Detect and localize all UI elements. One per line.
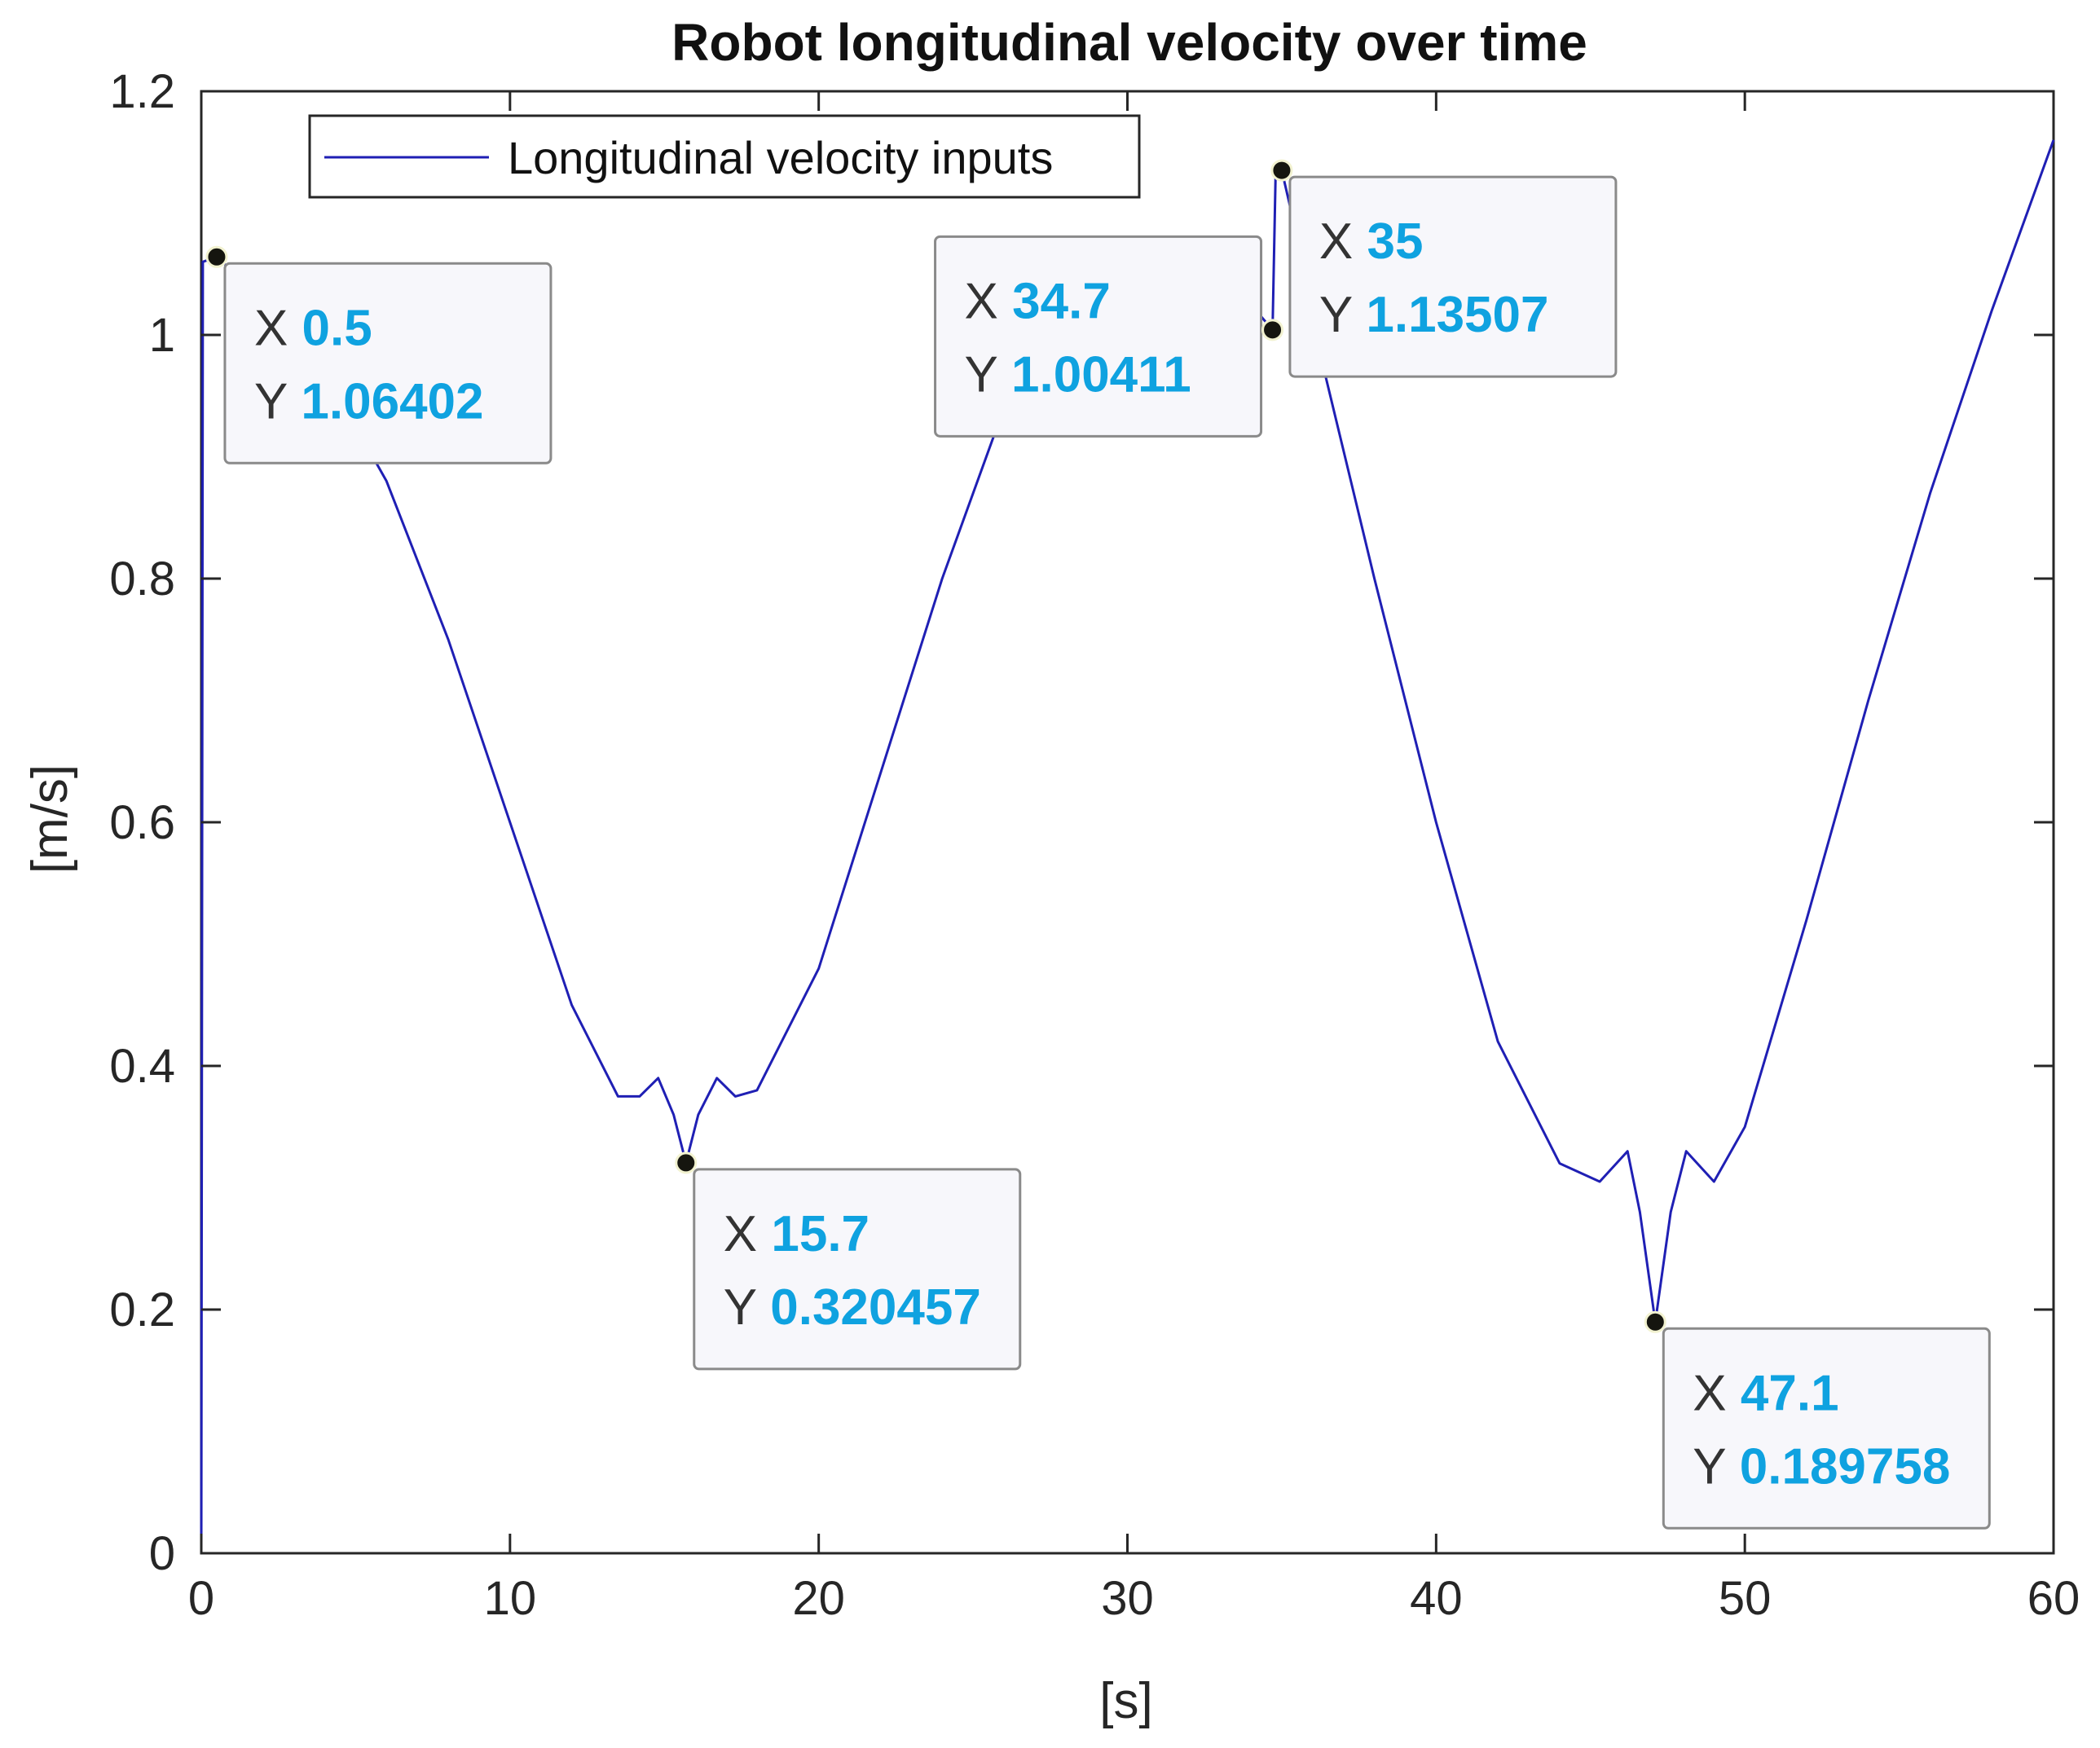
- datatip-marker[interactable]: [675, 1151, 698, 1174]
- datatip-box: [693, 1168, 1022, 1371]
- chart-title: Robot longitudinal velocity over time: [671, 13, 1587, 72]
- datatip[interactable]: X 0.5 Y 1.06402: [205, 245, 553, 465]
- x-tick-label: 20: [792, 1572, 845, 1625]
- datatip-marker[interactable]: [1644, 1310, 1666, 1333]
- datatip-y: Y 0.320457: [724, 1279, 981, 1336]
- y-tick-label: 0.8: [109, 553, 175, 605]
- datatip-y: Y 1.00411: [965, 346, 1191, 403]
- y-tick-label: 1.2: [109, 65, 175, 118]
- datatip-box: [1288, 175, 1618, 378]
- datatip-x: X 15.7: [724, 1206, 869, 1262]
- datatip[interactable]: X 15.7 Y 0.320457: [675, 1151, 1022, 1371]
- x-tick-label: 10: [484, 1572, 537, 1625]
- y-axis-label: [m/s]: [22, 764, 78, 874]
- x-tick-label: 40: [1410, 1572, 1463, 1625]
- datatip-x: X 0.5: [254, 300, 372, 356]
- datatips: X 0.5 Y 1.06402 X 15.7 Y 0.320457 X 34.7 Y 1.…: [205, 159, 1991, 1530]
- datatip-box: [223, 262, 553, 465]
- datatip-x: X 35: [1319, 214, 1424, 270]
- datatip[interactable]: X 34.7 Y 1.00411: [934, 235, 1284, 438]
- legend[interactable]: Longitudinal velocity inputs: [308, 114, 1141, 199]
- datatip-y: Y 0.189758: [1693, 1438, 1950, 1495]
- y-tick-label: 0.2: [109, 1283, 175, 1336]
- datatip[interactable]: X 35 Y 1.13507: [1270, 159, 1618, 378]
- y-tick-label: 1: [149, 309, 175, 362]
- x-axis: 0 10 20 30 40 50 60: [188, 91, 2080, 1625]
- y-tick-label: 0: [149, 1527, 175, 1580]
- x-tick-label: 30: [1101, 1572, 1154, 1625]
- datatip-y: Y 1.13507: [1319, 287, 1549, 343]
- x-tick-label: 50: [1719, 1572, 1772, 1625]
- datatip-box: [934, 235, 1263, 438]
- datatip-marker[interactable]: [205, 245, 228, 268]
- datatip-x: X 47.1: [1693, 1365, 1838, 1421]
- datatip-marker[interactable]: [1270, 159, 1293, 182]
- datatip[interactable]: X 47.1 Y 0.189758: [1644, 1310, 1991, 1530]
- datatip-box: [1662, 1327, 1991, 1530]
- datatip-x: X 34.7: [965, 273, 1111, 329]
- x-tick-label: 0: [188, 1572, 214, 1625]
- datatip-marker[interactable]: [1261, 319, 1284, 341]
- x-axis-label: [s]: [1099, 1673, 1152, 1729]
- y-tick-label: 0.4: [109, 1040, 175, 1093]
- datatip-y: Y 1.06402: [254, 373, 484, 429]
- x-tick-label: 60: [2027, 1572, 2080, 1625]
- y-tick-label: 0.6: [109, 796, 175, 849]
- y-axis: 0 0.2 0.4 0.6 0.8 1 1.2: [109, 65, 2054, 1580]
- legend-entry-label: Longitudinal velocity inputs: [508, 132, 1053, 183]
